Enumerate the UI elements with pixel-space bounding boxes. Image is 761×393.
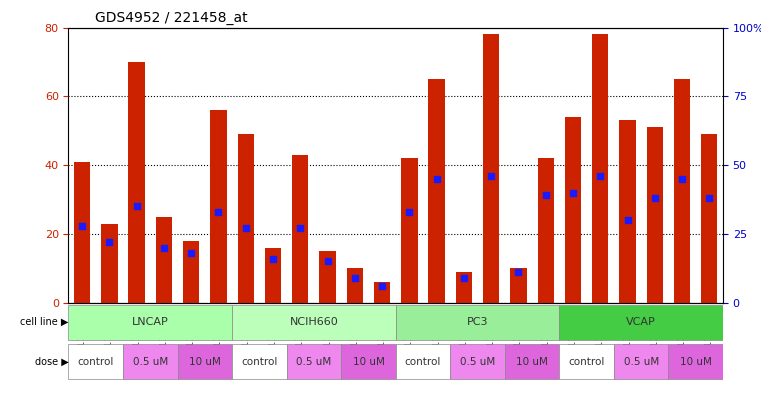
Bar [565, 117, 581, 303]
FancyBboxPatch shape [177, 344, 232, 379]
FancyBboxPatch shape [668, 344, 723, 379]
FancyBboxPatch shape [396, 344, 451, 379]
Bar [701, 134, 718, 303]
Bar [237, 134, 254, 303]
Text: cell line ▶: cell line ▶ [20, 317, 68, 327]
Bar [156, 217, 172, 303]
Text: GDS4952 / 221458_at: GDS4952 / 221458_at [94, 11, 247, 25]
Bar [483, 34, 499, 303]
Text: 0.5 uM: 0.5 uM [132, 356, 168, 367]
FancyBboxPatch shape [396, 305, 559, 340]
Text: control: control [568, 356, 605, 367]
FancyBboxPatch shape [123, 344, 177, 379]
FancyBboxPatch shape [505, 344, 559, 379]
FancyBboxPatch shape [68, 305, 232, 340]
Text: PC3: PC3 [466, 317, 489, 327]
Text: 10 uM: 10 uM [516, 356, 548, 367]
Bar [292, 155, 308, 303]
Text: 10 uM: 10 uM [680, 356, 712, 367]
Text: 10 uM: 10 uM [189, 356, 221, 367]
FancyBboxPatch shape [451, 344, 505, 379]
Text: VCAP: VCAP [626, 317, 656, 327]
Bar [74, 162, 91, 303]
Text: dose ▶: dose ▶ [35, 356, 68, 367]
Bar [374, 282, 390, 303]
Bar [428, 79, 444, 303]
Text: control: control [405, 356, 441, 367]
Bar [210, 110, 227, 303]
Text: 0.5 uM: 0.5 uM [460, 356, 495, 367]
Bar [265, 248, 281, 303]
Bar [510, 268, 527, 303]
Text: control: control [241, 356, 278, 367]
Bar [346, 268, 363, 303]
Bar [673, 79, 690, 303]
Bar [101, 224, 117, 303]
Legend: count, percentile rank within the sample: count, percentile rank within the sample [74, 392, 279, 393]
FancyBboxPatch shape [287, 344, 341, 379]
Bar [401, 158, 418, 303]
FancyBboxPatch shape [614, 344, 668, 379]
Bar [537, 158, 554, 303]
Text: 10 uM: 10 uM [352, 356, 384, 367]
FancyBboxPatch shape [559, 344, 614, 379]
Text: 0.5 uM: 0.5 uM [296, 356, 332, 367]
FancyBboxPatch shape [559, 305, 723, 340]
Text: control: control [78, 356, 114, 367]
Text: 0.5 uM: 0.5 uM [623, 356, 659, 367]
Bar [647, 127, 663, 303]
Bar [320, 251, 336, 303]
Bar [619, 120, 635, 303]
Bar [456, 272, 472, 303]
FancyBboxPatch shape [68, 344, 123, 379]
FancyBboxPatch shape [341, 344, 396, 379]
Bar [129, 62, 145, 303]
FancyBboxPatch shape [232, 344, 287, 379]
Text: LNCAP: LNCAP [132, 317, 169, 327]
Bar [592, 34, 609, 303]
Bar [183, 241, 199, 303]
FancyBboxPatch shape [232, 305, 396, 340]
Text: NCIH660: NCIH660 [289, 317, 339, 327]
